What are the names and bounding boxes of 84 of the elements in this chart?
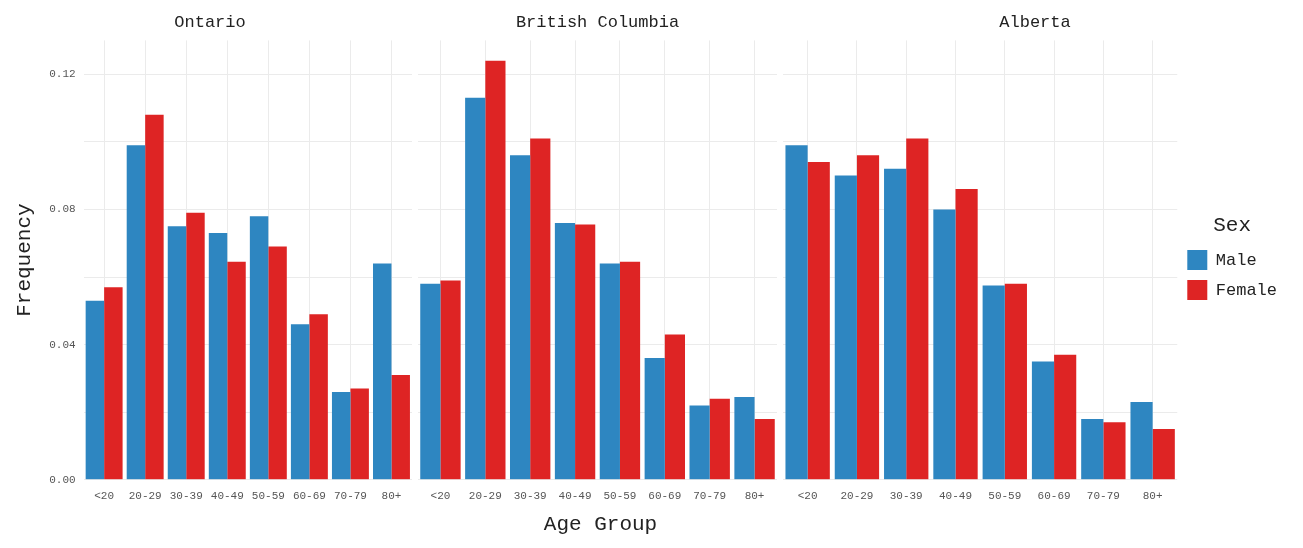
x-tick-label: <20 bbox=[430, 490, 451, 503]
bar bbox=[309, 314, 328, 480]
bar bbox=[1004, 283, 1027, 480]
y-tick-label: 0.04 bbox=[49, 338, 76, 351]
bar bbox=[1130, 402, 1153, 480]
bar bbox=[391, 375, 410, 480]
bar bbox=[982, 285, 1005, 480]
x-tick-label: 50-59 bbox=[603, 490, 637, 503]
bar bbox=[530, 138, 551, 480]
chart-title: Alberta bbox=[999, 12, 1071, 32]
bar bbox=[104, 287, 123, 480]
x-tick-label: <20 bbox=[797, 490, 818, 503]
bar bbox=[785, 145, 808, 480]
x-tick-label: 20-29 bbox=[128, 490, 162, 503]
bar bbox=[268, 246, 287, 480]
bar bbox=[509, 155, 531, 480]
bar bbox=[485, 60, 506, 480]
x-tick-label: 40-49 bbox=[558, 490, 592, 503]
bar bbox=[1081, 418, 1104, 480]
bar bbox=[186, 212, 205, 480]
bar bbox=[373, 263, 392, 480]
bar bbox=[933, 209, 956, 480]
x-tick-label: 60-69 bbox=[1037, 490, 1071, 503]
y-tick-label: 0.12 bbox=[49, 68, 76, 81]
bar bbox=[554, 222, 576, 480]
bar bbox=[465, 97, 486, 480]
bar bbox=[167, 226, 187, 480]
bar bbox=[145, 114, 164, 480]
x-tick-label: 30-39 bbox=[513, 490, 547, 503]
bar bbox=[709, 398, 730, 480]
x-tick-label: 60-69 bbox=[292, 490, 326, 503]
bar bbox=[1054, 354, 1077, 480]
x-tick-label: 30-39 bbox=[889, 490, 923, 503]
y-axis-title: Frequency bbox=[13, 203, 37, 317]
bar bbox=[689, 405, 710, 480]
bar bbox=[1031, 361, 1055, 480]
x-tick-label: 40-49 bbox=[210, 490, 244, 503]
bar bbox=[644, 358, 665, 480]
legend-title: Sex bbox=[1213, 213, 1252, 237]
bar bbox=[85, 300, 105, 480]
bar bbox=[227, 261, 246, 480]
legend-label: Male bbox=[1215, 250, 1257, 270]
bar bbox=[754, 418, 775, 480]
x-tick-label: 80+ bbox=[744, 490, 765, 503]
bar bbox=[1103, 422, 1126, 480]
bar bbox=[290, 324, 310, 480]
bar bbox=[664, 334, 686, 480]
bar bbox=[834, 175, 857, 480]
bar bbox=[619, 261, 641, 480]
x-tick-label: 50-59 bbox=[251, 490, 285, 503]
x-tick-label: 30-39 bbox=[169, 490, 203, 503]
x-tick-label: 40-49 bbox=[938, 490, 973, 503]
bar bbox=[249, 216, 269, 480]
chart-title: Ontario bbox=[174, 12, 246, 32]
bar bbox=[575, 224, 596, 480]
bar bbox=[1152, 429, 1175, 480]
bar bbox=[955, 189, 978, 480]
bar bbox=[350, 388, 369, 480]
bar bbox=[906, 138, 929, 480]
legend-label: Female bbox=[1215, 280, 1278, 300]
bar bbox=[807, 162, 830, 480]
x-tick-label: <20 bbox=[94, 490, 115, 503]
x-tick-label: 20-29 bbox=[468, 490, 502, 503]
bar bbox=[331, 391, 351, 480]
x-tick-label: 80+ bbox=[381, 490, 402, 503]
bar bbox=[856, 155, 880, 480]
y-tick-label: 0.00 bbox=[49, 473, 76, 486]
x-axis-title: Age Group bbox=[542, 513, 659, 536]
bar bbox=[126, 145, 146, 480]
x-tick-label: 20-29 bbox=[840, 490, 874, 503]
bar bbox=[208, 233, 228, 480]
x-tick-label: 70-79 bbox=[333, 490, 367, 503]
bar bbox=[440, 280, 461, 480]
x-tick-label: 70-79 bbox=[693, 490, 727, 503]
x-tick-label: 80+ bbox=[1142, 490, 1163, 503]
y-tick-label: 0.08 bbox=[49, 203, 76, 216]
bar bbox=[420, 283, 441, 480]
bar bbox=[599, 263, 620, 480]
bar bbox=[734, 396, 755, 480]
x-tick-label: 50-59 bbox=[988, 490, 1022, 503]
bar bbox=[884, 168, 907, 480]
x-tick-label: 70-79 bbox=[1086, 490, 1120, 503]
x-tick-label: 60-69 bbox=[648, 490, 682, 503]
chart-title: British Columbia bbox=[515, 12, 680, 32]
